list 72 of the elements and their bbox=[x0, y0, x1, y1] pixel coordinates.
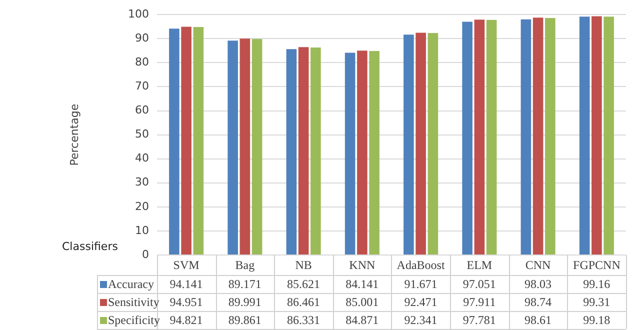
data-label: 84.141 bbox=[346, 277, 379, 292]
bar bbox=[532, 18, 544, 254]
y-tick-label: 40 bbox=[134, 152, 149, 165]
data-label: 92.471 bbox=[404, 295, 438, 310]
data-label: 89.861 bbox=[228, 313, 262, 328]
y-tick-label: 80 bbox=[134, 56, 149, 69]
y-tick-label: 20 bbox=[134, 200, 149, 213]
data-label: 97.781 bbox=[462, 313, 496, 328]
x-axis-title: Classifiers bbox=[62, 240, 118, 253]
data-label: 99.31 bbox=[583, 295, 610, 310]
bar bbox=[462, 22, 472, 254]
data-label: 86.331 bbox=[287, 313, 320, 328]
bar bbox=[240, 38, 250, 254]
bar bbox=[344, 52, 356, 254]
legend-label: Accuracy bbox=[108, 277, 154, 292]
data-label: 94.141 bbox=[170, 277, 203, 292]
data-label: 97.911 bbox=[463, 295, 496, 310]
bar bbox=[474, 20, 485, 254]
y-tick-label: 50 bbox=[134, 128, 149, 141]
x-tick-label: ELM bbox=[466, 258, 492, 272]
bar bbox=[252, 38, 262, 254]
x-tick-label: AdaBoost bbox=[396, 258, 446, 272]
bar bbox=[298, 47, 309, 254]
bar bbox=[228, 40, 238, 254]
x-tick-label: NB bbox=[295, 258, 312, 272]
data-label: 89.171 bbox=[228, 277, 262, 292]
data-label: 98.61 bbox=[524, 313, 552, 328]
bar bbox=[181, 26, 192, 254]
bar bbox=[416, 32, 426, 254]
data-label: 98.03 bbox=[524, 277, 552, 292]
data-label: 89.991 bbox=[228, 295, 262, 310]
data-label: 98.74 bbox=[524, 295, 552, 310]
x-tick-label: KNN bbox=[349, 258, 376, 272]
y-tick-label: 10 bbox=[134, 224, 149, 237]
y-axis-title: Percentage bbox=[68, 104, 81, 166]
data-label: 92.341 bbox=[404, 313, 438, 328]
bar bbox=[592, 16, 602, 254]
x-tick-label: SVM bbox=[173, 258, 200, 272]
bar bbox=[404, 34, 414, 254]
bar bbox=[520, 19, 532, 254]
x-tick-label: Bag bbox=[235, 258, 255, 272]
legend-label: Sensitivity bbox=[108, 295, 160, 310]
bar bbox=[169, 28, 180, 254]
bar bbox=[486, 20, 497, 254]
y-tick-label: 0 bbox=[142, 248, 149, 261]
y-tick-label: 90 bbox=[134, 32, 149, 44]
bar bbox=[545, 18, 556, 254]
y-tick-label: 100 bbox=[128, 7, 149, 20]
data-label: 85.621 bbox=[287, 277, 320, 292]
y-tick-label: 60 bbox=[134, 104, 149, 117]
data-label: 85.001 bbox=[346, 295, 379, 310]
data-label: 97.051 bbox=[462, 277, 496, 292]
x-tick-label: CNN bbox=[525, 258, 552, 272]
bar bbox=[310, 47, 321, 254]
data-label: 84.871 bbox=[346, 313, 379, 328]
legend-label: Specificity bbox=[108, 313, 160, 328]
bar bbox=[369, 50, 380, 254]
bar bbox=[428, 33, 438, 254]
bar bbox=[604, 16, 614, 254]
data-label: 94.821 bbox=[170, 313, 203, 328]
y-tick-label: 30 bbox=[134, 176, 149, 189]
bar bbox=[286, 49, 297, 254]
data-label: 99.16 bbox=[583, 277, 610, 292]
x-tick-label: FGPCNN bbox=[573, 258, 621, 272]
bar bbox=[193, 27, 204, 254]
data-label: 94.951 bbox=[170, 295, 203, 310]
data-label: 91.671 bbox=[404, 277, 438, 292]
data-label: 99.18 bbox=[583, 313, 610, 328]
y-tick-label: 70 bbox=[134, 80, 149, 93]
bar bbox=[579, 16, 590, 254]
bar bbox=[357, 50, 368, 254]
data-label: 86.461 bbox=[287, 295, 320, 310]
